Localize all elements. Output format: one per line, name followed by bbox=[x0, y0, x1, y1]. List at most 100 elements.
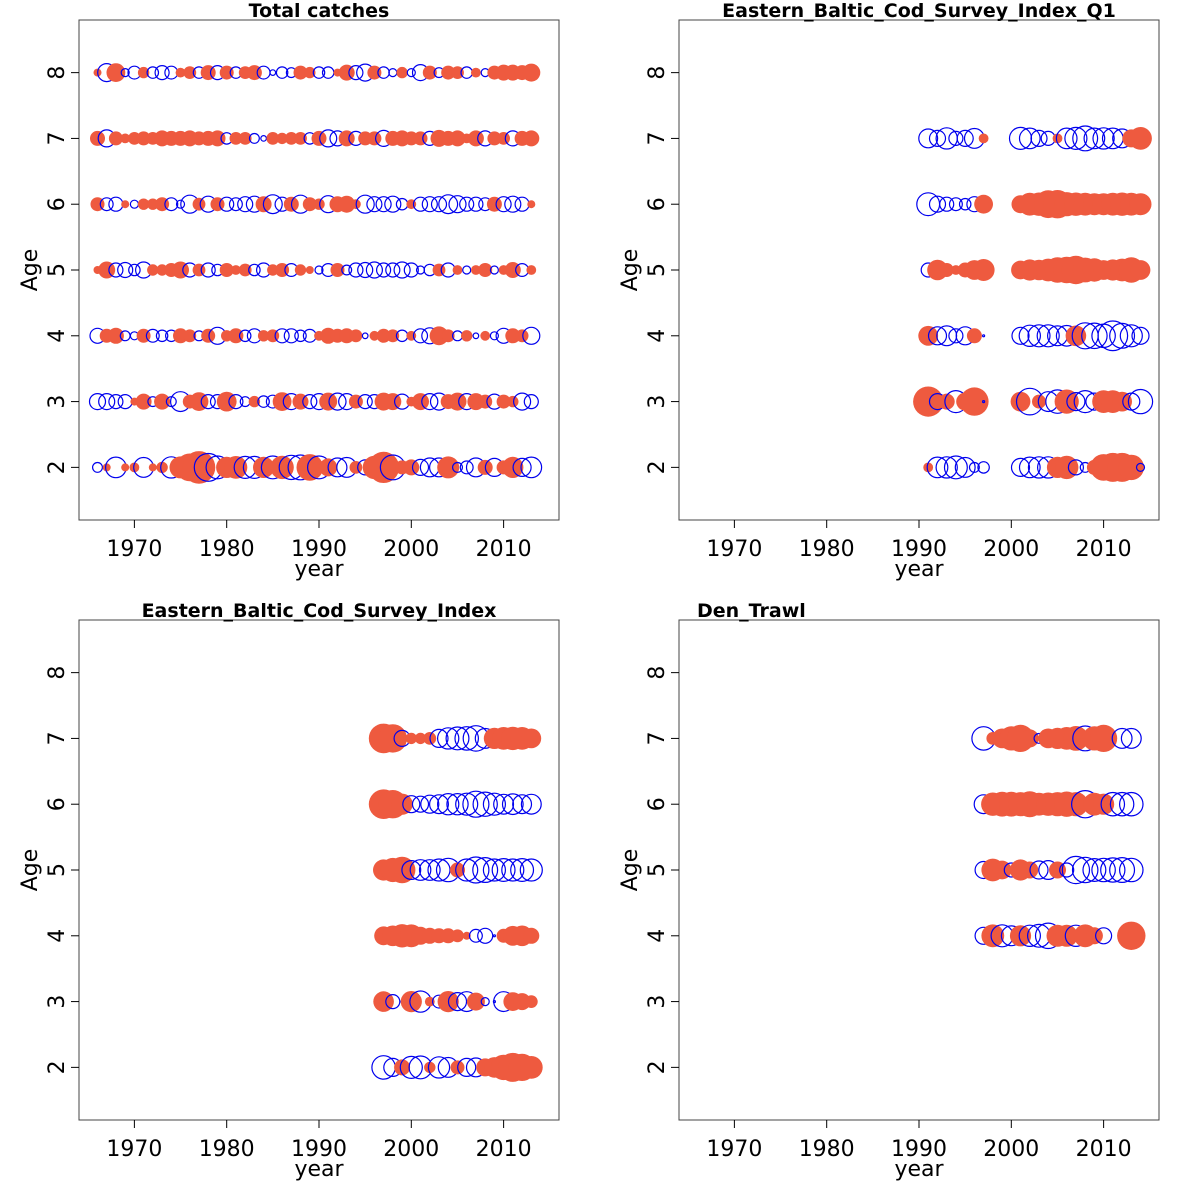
bubble-age5-1994 bbox=[348, 262, 364, 278]
bubble-age2-1969 bbox=[121, 463, 130, 472]
bubble-age6-2009 bbox=[482, 792, 506, 816]
bubble-age6-1981 bbox=[228, 197, 243, 212]
bubble-age6-1969 bbox=[121, 200, 130, 209]
bubble-age6-1992 bbox=[928, 195, 947, 213]
bubbles bbox=[88, 62, 543, 484]
bubble-age6-1977 bbox=[192, 197, 206, 211]
bubble-age4-1976 bbox=[183, 329, 197, 343]
bubble-age4-1973 bbox=[155, 329, 169, 343]
x-tick-label-1970: 1970 bbox=[106, 537, 162, 562]
bubble-age6-2005 bbox=[446, 793, 469, 816]
x-tick-label-2000: 2000 bbox=[983, 1137, 1039, 1162]
bubble-age3-2007 bbox=[1066, 392, 1086, 412]
bubble-age2-1999 bbox=[394, 1059, 411, 1076]
bubble-age4-1992 bbox=[927, 326, 948, 346]
x-tick-label-1980: 1980 bbox=[799, 1137, 855, 1162]
bubble-age2-1984 bbox=[253, 456, 275, 478]
bubble-age7-2013 bbox=[521, 728, 542, 749]
bubble-age5-2007 bbox=[1061, 855, 1091, 885]
bubble-age6-1997 bbox=[974, 194, 993, 214]
bubble-age7-2009 bbox=[487, 131, 502, 146]
bubble-age4-1984 bbox=[257, 330, 270, 342]
bubble-age5-2008 bbox=[472, 856, 499, 883]
bubble-age3-1981 bbox=[228, 394, 244, 410]
bubble-age5-2007 bbox=[471, 265, 481, 275]
bubble-age5-2011 bbox=[501, 858, 525, 882]
bubble-age4-2011 bbox=[1097, 320, 1129, 352]
bubble-age3-1984 bbox=[257, 395, 270, 408]
bubble-age7-1991 bbox=[319, 129, 338, 148]
bubble-age6-1980 bbox=[219, 196, 235, 212]
bubble-age6-1995 bbox=[958, 197, 972, 211]
bubble-age6-2014 bbox=[1129, 193, 1152, 216]
bubble-age3-1995 bbox=[357, 394, 373, 410]
bubble-age2-1993 bbox=[935, 456, 958, 479]
bubble-age5-2008 bbox=[478, 263, 493, 277]
bubble-age7-2002 bbox=[1020, 729, 1039, 748]
bubble-age3-2001 bbox=[412, 393, 429, 411]
bubble-age6-2000 bbox=[402, 795, 421, 814]
bubble-age5-1996 bbox=[365, 261, 383, 279]
bubble-age7-1979 bbox=[209, 130, 226, 147]
bubble-age7-2005 bbox=[445, 726, 470, 751]
bubble-age6-2004 bbox=[437, 793, 460, 816]
bubble-age7-2001 bbox=[1008, 126, 1033, 150]
bubble-age3-2003 bbox=[1032, 394, 1046, 409]
bubble-age8-1975 bbox=[175, 67, 186, 78]
bubble-age4-1987 bbox=[283, 328, 299, 344]
y-tick-label-3: 3 bbox=[45, 395, 70, 409]
bubble-age2-1992 bbox=[327, 457, 348, 478]
bubble-age2-2006 bbox=[1055, 455, 1079, 480]
bubble-age3-1968 bbox=[108, 394, 124, 410]
bubble-age7-2003 bbox=[1030, 129, 1048, 147]
bubbles bbox=[971, 724, 1146, 950]
bubble-age7-1971 bbox=[136, 131, 151, 146]
bubble-age2-2001 bbox=[1010, 457, 1031, 477]
bubble-age7-1992 bbox=[928, 129, 947, 147]
bubble-age3-2008 bbox=[478, 394, 493, 409]
bubble-age2-1992 bbox=[926, 456, 949, 479]
bubble-age6-1993 bbox=[338, 195, 356, 213]
y-tick-label-7: 7 bbox=[645, 731, 670, 745]
bubble-age5-1999 bbox=[393, 261, 411, 279]
bubble-age4-1994 bbox=[349, 329, 363, 343]
bubble-age5-1997 bbox=[972, 259, 995, 281]
y-tick-label-6: 6 bbox=[45, 197, 70, 211]
bubble-age5-1992 bbox=[330, 263, 345, 277]
bubble-age3-1986 bbox=[272, 392, 292, 411]
bubble-age4-1994 bbox=[948, 328, 964, 344]
bubble-age4-2009 bbox=[492, 934, 496, 938]
bubble-age3-1973 bbox=[154, 393, 171, 410]
bubble-age6-1970 bbox=[129, 199, 139, 209]
panel-title: Eastern_Baltic_Cod_Survey_Index bbox=[142, 600, 497, 622]
bubble-age2-1996 bbox=[968, 461, 980, 473]
bubble-age5-1968 bbox=[108, 262, 124, 278]
bubble-age4-2003 bbox=[1027, 324, 1051, 348]
bubble-age8-1986 bbox=[275, 66, 289, 79]
bubble-age4-2013 bbox=[523, 927, 540, 944]
bubble-age5-2012 bbox=[1109, 856, 1136, 883]
bubble-age2-1995 bbox=[954, 456, 976, 478]
y-tick-label-5: 5 bbox=[45, 863, 70, 877]
y-tick-label-5: 5 bbox=[45, 263, 70, 277]
bubble-age7-1988 bbox=[294, 132, 307, 145]
bubble-age3-2007 bbox=[466, 992, 485, 1011]
bubble-age4-2006 bbox=[462, 931, 471, 940]
bubble-age6-1967 bbox=[99, 197, 114, 212]
bubble-age4-2009 bbox=[1081, 322, 1108, 350]
x-tick-label-2000: 2000 bbox=[383, 1137, 439, 1162]
bubble-age2-1973 bbox=[156, 461, 168, 474]
bubble-age3-2008 bbox=[480, 996, 490, 1007]
bubble-age2-2001 bbox=[411, 458, 430, 476]
bubble-age7-2013 bbox=[523, 130, 540, 147]
bubble-age3-1989 bbox=[302, 394, 318, 410]
bubble-age4-2004 bbox=[1036, 324, 1060, 348]
bubble-age6-1994 bbox=[948, 197, 963, 212]
bubble-age7-2010 bbox=[497, 132, 510, 145]
bubble-age6-2001 bbox=[412, 196, 429, 212]
panel-title: Den_Trawl bbox=[697, 600, 806, 622]
bubble-age4-2001 bbox=[1011, 326, 1030, 345]
bubble-age2-2003 bbox=[1027, 456, 1051, 479]
bubble-age5-2007 bbox=[462, 856, 490, 884]
bubble-age7-1985 bbox=[266, 132, 280, 145]
